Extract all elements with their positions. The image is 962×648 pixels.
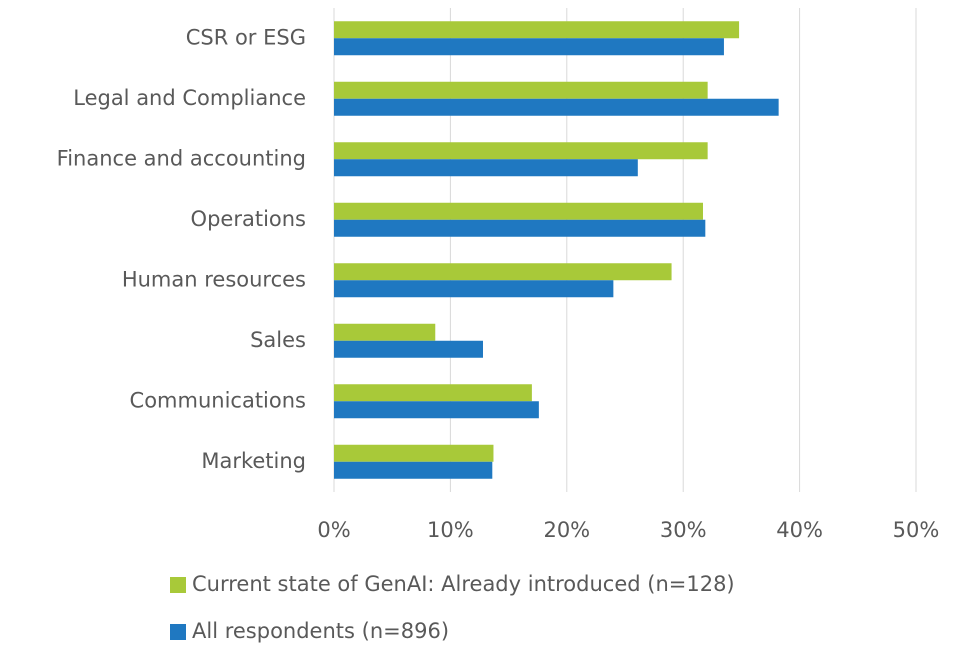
- y-tick-label: Sales: [250, 328, 306, 352]
- legend-swatch: [170, 624, 186, 640]
- x-tick-label: 10%: [427, 518, 474, 542]
- x-tick-label: 0%: [317, 518, 350, 542]
- bar: [334, 21, 740, 39]
- bar: [334, 444, 494, 462]
- y-tick-label: CSR or ESG: [186, 25, 306, 49]
- bar: [334, 461, 493, 479]
- y-tick-label: Communications: [130, 388, 306, 412]
- y-tick-label: Marketing: [201, 449, 306, 473]
- bar: [334, 401, 539, 419]
- bar: [334, 323, 436, 341]
- legend-label: All respondents (n=896): [192, 619, 449, 643]
- y-tick-label: Legal and Compliance: [73, 86, 306, 110]
- legend-label: Current state of GenAI: Already introduc…: [192, 572, 735, 596]
- x-tick-label: 30%: [660, 518, 707, 542]
- bar: [334, 219, 706, 237]
- x-tick-label: 50%: [893, 518, 940, 542]
- x-tick-label: 20%: [543, 518, 590, 542]
- bar: [334, 81, 708, 99]
- bar: [334, 98, 779, 116]
- bar: [334, 263, 672, 281]
- bar: [334, 202, 703, 220]
- legend-swatch: [170, 577, 186, 593]
- y-tick-label: Human resources: [122, 267, 306, 291]
- y-tick-label: Finance and accounting: [57, 146, 306, 170]
- bar: [334, 38, 724, 56]
- bar: [334, 159, 638, 177]
- x-tick-label: 40%: [776, 518, 823, 542]
- bar: [334, 384, 532, 402]
- y-tick-label: Operations: [191, 207, 306, 231]
- bar: [334, 340, 483, 358]
- bar: [334, 142, 708, 160]
- bar: [334, 280, 614, 298]
